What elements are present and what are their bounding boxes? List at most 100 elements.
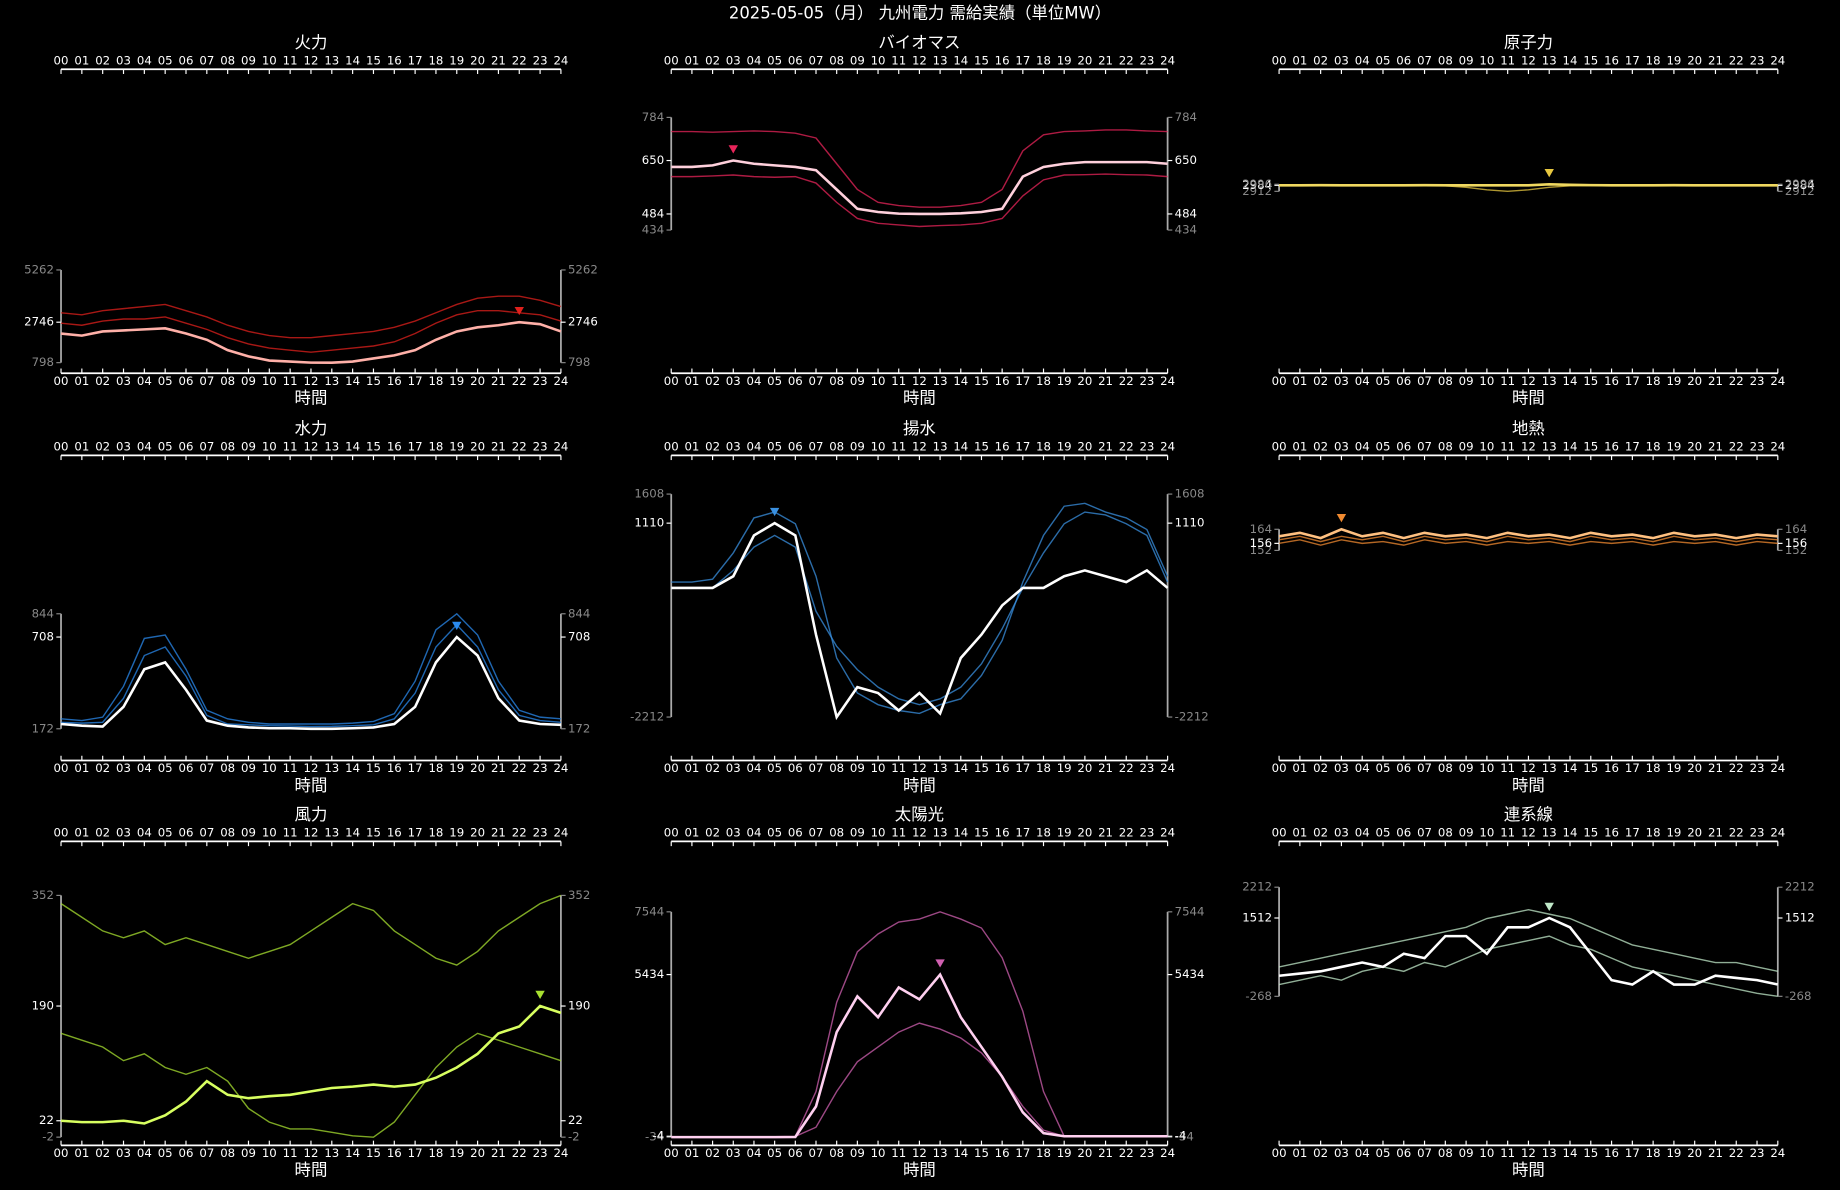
x-tick-label: 14 xyxy=(953,1146,968,1160)
x-tick-label: 05 xyxy=(158,54,173,68)
x-tick-label: 23 xyxy=(533,440,548,454)
x-tick-label: 00 xyxy=(664,826,679,840)
y-tick-label: 1512 xyxy=(1785,910,1815,924)
x-axis-label: 時間 xyxy=(1512,776,1545,795)
x-tick-label: 14 xyxy=(345,761,360,775)
x-tick-label: 10 xyxy=(262,761,277,775)
x-tick-label: 03 xyxy=(726,374,741,388)
x-tick-label: 05 xyxy=(1376,440,1391,454)
x-tick-label: 02 xyxy=(95,761,110,775)
y-tick-label: 2746 xyxy=(24,315,54,329)
x-tick-label: 18 xyxy=(1646,826,1661,840)
x-tick-label: 21 xyxy=(1098,54,1113,68)
x-tick-label: 08 xyxy=(220,440,235,454)
max-marker xyxy=(935,959,945,968)
x-tick-label: 11 xyxy=(283,826,298,840)
x-tick-label: 12 xyxy=(304,761,319,775)
x-tick-label: 10 xyxy=(871,761,886,775)
x-tick-label: 15 xyxy=(974,826,989,840)
x-tick-label: 05 xyxy=(767,1146,782,1160)
y-tick-label: 22 xyxy=(568,1113,583,1127)
x-tick-label: 01 xyxy=(684,440,699,454)
series-line xyxy=(60,635,561,731)
x-tick-label: 18 xyxy=(428,761,443,775)
x-tick-label: 02 xyxy=(1313,54,1328,68)
x-tick-label: 12 xyxy=(304,440,319,454)
x-tick-label: 06 xyxy=(179,374,194,388)
x-tick-label: 16 xyxy=(1604,826,1619,840)
x-tick-label: 09 xyxy=(850,1146,865,1160)
x-tick-label: 11 xyxy=(891,826,906,840)
y-tick-label: 708 xyxy=(32,630,54,644)
x-tick-label: 14 xyxy=(953,826,968,840)
x-axis-label: 時間 xyxy=(295,389,328,408)
x-tick-label: 13 xyxy=(324,1146,339,1160)
x-axis-label: 時間 xyxy=(903,1161,936,1180)
x-tick-label: 14 xyxy=(953,761,968,775)
y-tick-label: 1512 xyxy=(1242,910,1272,924)
x-tick-label: 13 xyxy=(933,374,948,388)
y-tick-label: 7544 xyxy=(634,904,664,918)
x-tick-label: 22 xyxy=(512,54,527,68)
x-tick-label: 00 xyxy=(1272,1146,1287,1160)
y-tick-label: 650 xyxy=(1175,153,1197,167)
series-line xyxy=(1279,182,1778,187)
x-tick-label: 07 xyxy=(199,1146,214,1160)
x-tick-label: 11 xyxy=(1500,374,1515,388)
y-tick-label: 2912 xyxy=(1785,184,1815,198)
x-tick-label: 09 xyxy=(241,54,256,68)
x-tick-label: 15 xyxy=(1583,761,1598,775)
x-tick-label: 08 xyxy=(829,826,844,840)
x-tick-label: 15 xyxy=(366,761,381,775)
x-tick-label: 16 xyxy=(1604,374,1619,388)
x-tick-label: 16 xyxy=(387,826,402,840)
x-tick-label: 17 xyxy=(408,761,423,775)
x-tick-label: 10 xyxy=(871,54,886,68)
x-tick-label: 03 xyxy=(1334,826,1349,840)
x-tick-label: 17 xyxy=(1015,761,1030,775)
x-tick-label: 00 xyxy=(54,761,69,775)
x-tick-label: 14 xyxy=(1563,54,1578,68)
x-tick-label: 20 xyxy=(1687,761,1702,775)
x-tick-label: 08 xyxy=(1438,826,1453,840)
series-line xyxy=(60,295,562,339)
x-tick-label: 10 xyxy=(1479,440,1494,454)
x-tick-label: 18 xyxy=(1036,826,1051,840)
x-tick-label: 14 xyxy=(1563,826,1578,840)
x-tick-label: 21 xyxy=(491,440,506,454)
x-tick-label: 07 xyxy=(199,440,214,454)
x-tick-label: 02 xyxy=(705,1146,720,1160)
y-tick-label: 156 xyxy=(1785,536,1807,550)
x-tick-label: 05 xyxy=(767,440,782,454)
panel-title: 原子力 xyxy=(1504,33,1553,52)
x-tick-label: 09 xyxy=(850,761,865,775)
x-tick-label: 16 xyxy=(387,374,402,388)
x-tick-label: 06 xyxy=(179,1146,194,1160)
x-tick-label: 16 xyxy=(1604,761,1619,775)
x-tick-label: 05 xyxy=(767,826,782,840)
x-tick-label: 16 xyxy=(387,761,402,775)
x-tick-label: 13 xyxy=(324,826,339,840)
x-tick-label: 19 xyxy=(1666,54,1681,68)
x-tick-label: 12 xyxy=(1521,826,1536,840)
x-tick-label: 11 xyxy=(283,374,298,388)
x-tick-label: 05 xyxy=(158,761,173,775)
x-tick-label: 08 xyxy=(220,54,235,68)
x-tick-label: 11 xyxy=(891,440,906,454)
x-tick-label: 06 xyxy=(1396,374,1411,388)
x-tick-label: 20 xyxy=(1687,54,1702,68)
x-tick-label: 00 xyxy=(664,761,679,775)
x-tick-label: 15 xyxy=(974,440,989,454)
x-tick-label: 08 xyxy=(829,374,844,388)
x-tick-label: 06 xyxy=(179,54,194,68)
x-tick-label: 20 xyxy=(1687,826,1702,840)
series-line xyxy=(671,173,1168,228)
x-tick-label: 05 xyxy=(1376,826,1391,840)
x-tick-label: 15 xyxy=(1583,374,1598,388)
x-tick-label: 23 xyxy=(1750,1146,1765,1160)
x-tick-label: 11 xyxy=(1500,54,1515,68)
x-tick-label: 18 xyxy=(1036,54,1051,68)
x-tick-label: 07 xyxy=(199,374,214,388)
x-tick-label: 04 xyxy=(137,54,152,68)
x-tick-label: 10 xyxy=(262,440,277,454)
